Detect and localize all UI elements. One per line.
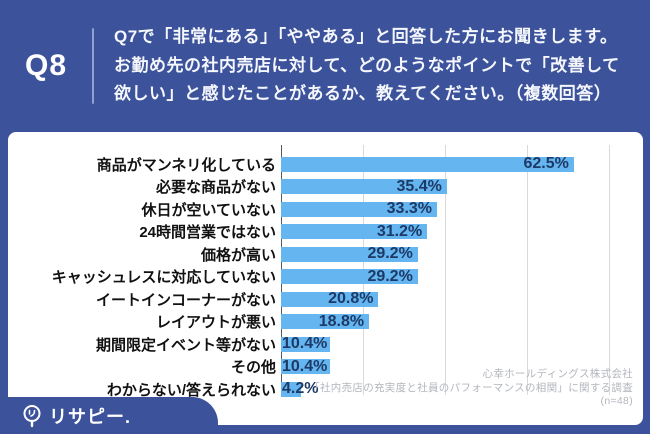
value-label: 10.4% [282,357,328,375]
bar-track: 35.4% [281,176,609,199]
source-line: 「社内売店の充実度と社員のパフォーマンスの相関」に関する調査 [309,381,633,394]
category-label: レイアウトが悪い [155,314,276,332]
category-label: 必要な商品がない [155,179,276,197]
bar: 4.2% [281,381,318,397]
chart-row: イートインコーナーがない 20.8% [8,288,609,311]
source-line: (n=48) [600,395,633,407]
source-line: 心幸ホールディングス株式会社 [482,368,633,380]
value-label: 10.4% [282,335,328,353]
bar-track: 18.8% [281,311,609,334]
bar: 33.3% [281,200,438,218]
bar: 10.4% [281,357,330,375]
bar-track: 10.4% [281,333,609,356]
value-label: 29.2% [367,245,413,263]
bar-track: 10.4% [281,356,609,379]
bar-track: 20.8% [281,288,609,311]
value-label: 31.2% [376,222,423,240]
category-label: 価格が高い [200,246,276,264]
bar: 10.4% [281,335,330,353]
bar: 18.8% [281,312,370,330]
gridline [445,145,446,395]
risapi-logo-icon [22,404,42,428]
bar-track: 31.2% [281,221,609,244]
bar-track: 62.5% [281,153,609,176]
value-label: 33.3% [386,200,433,218]
value-label: 18.8% [318,312,365,330]
bar-track: 4.2% [281,378,609,401]
gridline [527,145,528,395]
source-note: 心幸ホールディングス株式会社 「社内売店の充実度と社員のパフォーマンスの相関」に… [309,368,633,409]
chart-row: 24時間営業ではない 31.2% [8,221,609,244]
header-divider [92,28,94,104]
value-label: 4.2% [282,380,319,398]
category-label: わからない/答えられない [106,381,276,399]
bar-track: 29.2% [281,266,609,289]
category-label: 商品がマンネリ化している [96,156,276,174]
category-label: キャッシュレスに対応していない [51,269,276,287]
chart-row: 必要な商品がない 35.4% [8,176,609,199]
risapi-logo-text: リサピー. [49,406,132,427]
chart-card: 商品がマンネリ化している 62.5% 必要な商品がない 35.4% 休日が空いていない 3… [8,132,643,425]
bar: 29.2% [281,245,418,263]
value-label: 20.8% [328,290,374,308]
category-label: その他 [230,359,276,377]
question-number: Q8 [24,49,68,82]
chart-row: 商品がマンネリ化している 62.5% [8,153,609,176]
bar: 20.8% [281,290,379,308]
chart-row: 休日が空いていない 33.3% [8,198,609,221]
chart-row: 期間限定イベント等がない 10.4% [8,333,609,356]
chart-row: レイアウトが悪い 18.8% [8,311,609,334]
risapi-logo: リサピー. [0,397,218,434]
bar: 31.2% [281,222,428,240]
question-line: Q7で「非常にある」「ややある」と回答した方にお聞きします。 [114,27,618,47]
chart-row: その他 10.4% [8,356,609,379]
category-label: イートインコーナーがない [95,291,276,309]
question-line: 欲しい」と感じたことがあるか、教えてください。（複数回答） [114,84,612,104]
bar: 62.5% [281,155,574,173]
bar: 35.4% [281,177,447,195]
category-label: 24時間営業ではない [139,224,276,242]
chart-row: 価格が高い 29.2% [8,243,609,266]
category-label: 休日が空いていない [141,201,276,219]
question-line: お勤め先の社内売店に対して、どのようなポイントで「改善して [114,55,620,75]
question-header: Q8 Q7で「非常にある」「ややある」と回答した方にお聞きします。 お勤め先の社… [0,0,650,132]
chart-row: キャッシュレスに対応していない 29.2% [8,266,609,289]
chart-rows: 商品がマンネリ化している 62.5% 必要な商品がない 35.4% 休日が空いていない 3… [8,153,609,401]
value-label: 35.4% [396,177,442,195]
chart-row: わからない/答えられない 4.2% [8,378,609,401]
value-label: 29.2% [367,267,413,285]
category-label: 期間限定イベント等がない [95,336,276,354]
bar-track: 33.3% [281,198,609,221]
value-label: 62.5% [523,155,569,173]
gridline [609,145,610,395]
bar-track: 29.2% [281,243,609,266]
bar: 29.2% [281,267,418,285]
question-text: Q7で「非常にある」「ややある」と回答した方にお聞きします。 お勤め先の社内売店… [94,23,650,109]
